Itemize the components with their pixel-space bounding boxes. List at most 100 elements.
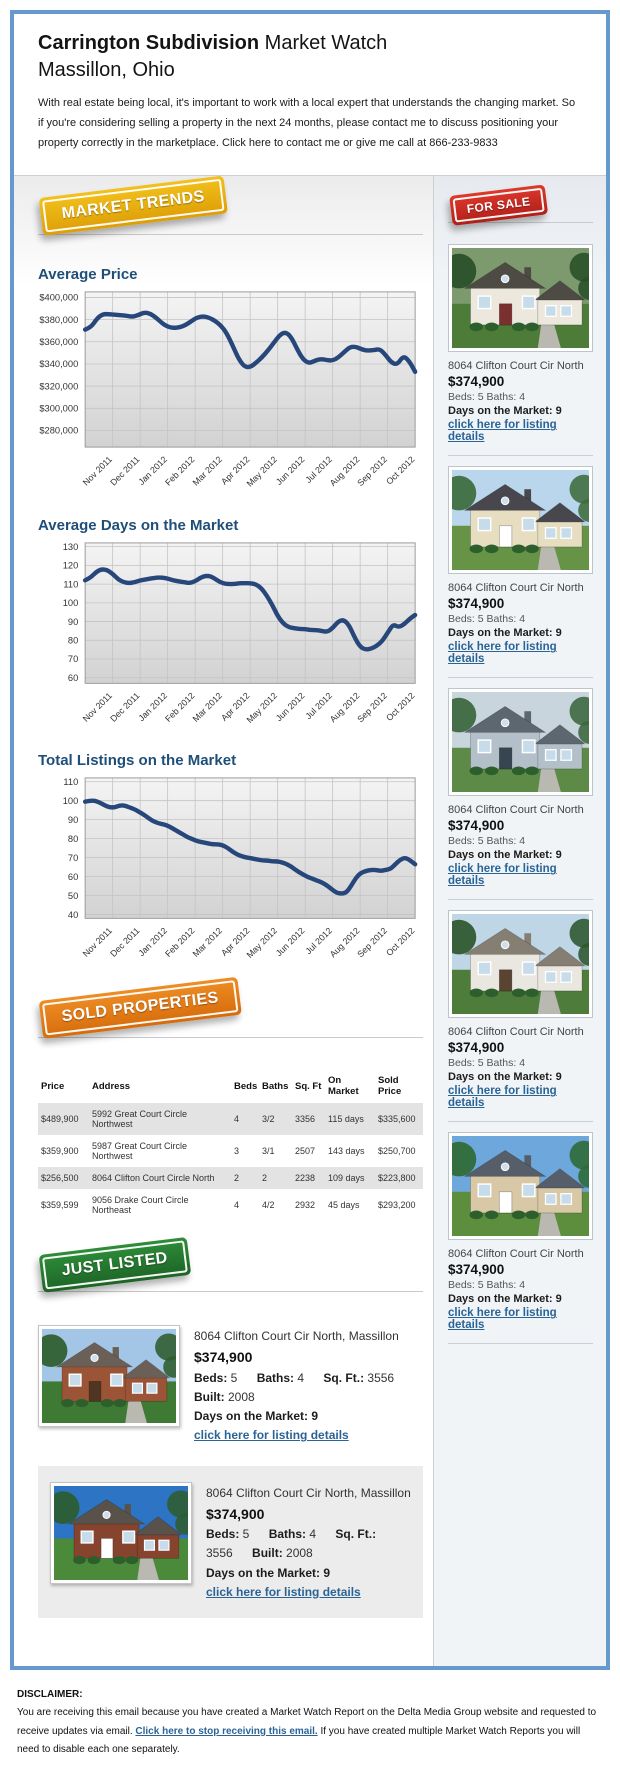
- listing-specs: Beds: 5 Baths: 4 Sq. Ft.: 3556 Built: 20…: [206, 1525, 411, 1563]
- svg-text:60: 60: [68, 672, 78, 682]
- svg-text:Mar 2012: Mar 2012: [191, 925, 225, 959]
- built-label: Built:: [252, 1546, 283, 1561]
- divider: [38, 1291, 423, 1293]
- listing-details-link[interactable]: click here for listing details: [194, 1428, 349, 1443]
- cell-sold-price: $293,200: [378, 1200, 416, 1211]
- sqft-label: Sq. Ft.:: [323, 1370, 365, 1385]
- divider: [38, 234, 423, 236]
- disclaimer: DISCLAIMER: You are receiving this email…: [0, 1670, 620, 1772]
- for-sale-listing: 8064 Clifton Court Cir North $374,900 Be…: [448, 244, 593, 457]
- for-sale-listing: 8064 Clifton Court Cir North $374,900 Be…: [448, 1132, 593, 1345]
- cell-baths: 3/2: [259, 1103, 292, 1136]
- svg-text:Jun 2012: Jun 2012: [274, 455, 307, 488]
- disclaimer-heading: DISCLAIMER:: [17, 1688, 83, 1700]
- listing-address: 8064 Clifton Court Cir North: [448, 804, 584, 817]
- for-sale-listing: 8064 Clifton Court Cir North $374,900 Be…: [448, 910, 593, 1123]
- days-on-market: Days on the Market: 9: [448, 849, 562, 862]
- days-on-market: Days on the Market: 9: [448, 405, 562, 418]
- newsletter-frame: Carrington Subdivision Market Watch Mass…: [10, 10, 610, 1670]
- listing-details-link[interactable]: click here for listing details: [448, 641, 557, 666]
- property-photo[interactable]: [448, 244, 593, 353]
- built-label: Built:: [194, 1390, 225, 1405]
- svg-text:$360,000: $360,000: [39, 337, 78, 347]
- listing-details-link[interactable]: click here for listing details: [448, 419, 557, 444]
- unsubscribe-link[interactable]: Click here to stop receiving this email.: [135, 1725, 318, 1737]
- svg-text:110: 110: [63, 777, 78, 787]
- svg-text:90: 90: [68, 616, 78, 626]
- baths-label: Baths:: [268, 1527, 307, 1542]
- property-photo[interactable]: [50, 1481, 192, 1584]
- svg-text:90: 90: [68, 815, 78, 825]
- for-sale-listing: 8064 Clifton Court Cir North $374,900 Be…: [448, 466, 593, 679]
- svg-text:$300,000: $300,000: [39, 404, 78, 414]
- svg-text:Mar 2012: Mar 2012: [191, 455, 225, 489]
- property-photo[interactable]: [448, 466, 593, 575]
- just-listed-details: 8064 Clifton Court Cir North, Massillon …: [194, 1325, 423, 1445]
- property-photo[interactable]: [448, 910, 593, 1019]
- svg-text:Dec 2011: Dec 2011: [108, 455, 141, 488]
- listing-details-link[interactable]: click here for listing details: [206, 1584, 361, 1599]
- sold-properties-table: Price Address Beds Baths Sq. Ft On Marke…: [38, 1069, 423, 1221]
- cell-sqft: 2238: [292, 1167, 325, 1190]
- svg-text:120: 120: [63, 560, 79, 570]
- table-header-row: Price Address Beds Baths Sq. Ft On Marke…: [38, 1069, 423, 1103]
- svg-text:May 2012: May 2012: [245, 925, 280, 960]
- table-row: $256,500 8064 Clifton Court Circle North…: [38, 1167, 423, 1190]
- svg-text:Sep 2012: Sep 2012: [355, 455, 389, 489]
- cell-on-market: 45 days: [328, 1200, 360, 1211]
- col-sold-price: Sold Price: [378, 1075, 402, 1098]
- svg-text:110: 110: [63, 579, 78, 589]
- sold-properties-badge-label: SOLD PROPERTIES: [42, 980, 239, 1036]
- cell-sold-price: $250,700: [378, 1146, 416, 1157]
- listing-specs: Beds: 5 Baths: 4 Sq. Ft.: 3556 Built: 20…: [194, 1369, 423, 1407]
- for-sale-sidebar: FOR SALE 8064 Clifton Court Cir North $3…: [433, 176, 606, 1666]
- cell-on-market: 109 days: [325, 1167, 375, 1190]
- listing-address: 8064 Clifton Court Cir North, Massillon: [194, 1329, 399, 1344]
- cell-address: 5987 Great Court Circle Northwest: [92, 1141, 188, 1162]
- chart-title-total-listings: Total Listings on the Market: [38, 751, 237, 769]
- location-subtitle: Massillon, Ohio: [38, 59, 175, 81]
- col-sqft: Sq. Ft: [295, 1080, 322, 1092]
- listing-details-link[interactable]: click here for listing details: [448, 863, 557, 888]
- for-sale-listing: 8064 Clifton Court Cir North $374,900 Be…: [448, 688, 593, 901]
- property-photo[interactable]: [448, 688, 593, 797]
- table-row: $359,900 5987 Great Court Circle Northwe…: [38, 1135, 423, 1167]
- cell-beds: 3: [234, 1146, 240, 1157]
- cell-sold-price: $335,600: [375, 1103, 423, 1136]
- cell-on-market: 143 days: [328, 1146, 365, 1157]
- property-photo[interactable]: [38, 1325, 180, 1428]
- cell-address: 9056 Drake Court Circle Northeast: [92, 1195, 189, 1216]
- cell-price: $256,500: [38, 1167, 89, 1190]
- content-columns: MARKET TRENDS Average Price $280,000 $300…: [14, 175, 606, 1666]
- sqft-value: 3556: [364, 1370, 395, 1385]
- cell-baths: 3/1: [262, 1146, 275, 1157]
- listing-beds-baths: Beds: 5 Baths: 4: [448, 1057, 526, 1070]
- svg-text:130: 130: [63, 541, 79, 551]
- property-photo[interactable]: [448, 1132, 593, 1241]
- listing-price: $374,900: [448, 596, 505, 612]
- market-trends-badge: MARKET TRENDS: [38, 175, 228, 237]
- listing-details-link[interactable]: click here for listing details: [448, 1307, 557, 1332]
- built-value: 2008: [282, 1546, 313, 1561]
- days-on-market: Days on the Market: 9: [448, 1071, 562, 1084]
- svg-text:100: 100: [63, 796, 79, 806]
- svg-text:70: 70: [68, 853, 78, 863]
- cell-address: 5992 Great Court Circle Northwest: [89, 1103, 231, 1136]
- svg-text:100: 100: [63, 598, 79, 608]
- sqft-label: Sq. Ft.:: [335, 1527, 377, 1542]
- svg-text:Jun 2012: Jun 2012: [274, 690, 307, 723]
- svg-text:May 2012: May 2012: [245, 690, 280, 725]
- svg-text:60: 60: [68, 872, 78, 882]
- col-beds: Beds: [234, 1080, 258, 1092]
- days-on-market: Days on the Market: 9: [448, 1293, 562, 1306]
- table-row: $489,900 5992 Great Court Circle Northwe…: [38, 1103, 423, 1136]
- beds-label: Beds:: [194, 1370, 228, 1385]
- listing-price: $374,900: [194, 1349, 253, 1366]
- listing-details-link[interactable]: click here for listing details: [448, 1085, 557, 1110]
- just-listed-item: 8064 Clifton Court Cir North, Massillon …: [38, 1465, 423, 1618]
- cell-price: $359,599: [41, 1200, 79, 1211]
- col-baths: Baths: [262, 1080, 289, 1092]
- listing-beds-baths: Beds: 5 Baths: 4: [448, 1279, 526, 1292]
